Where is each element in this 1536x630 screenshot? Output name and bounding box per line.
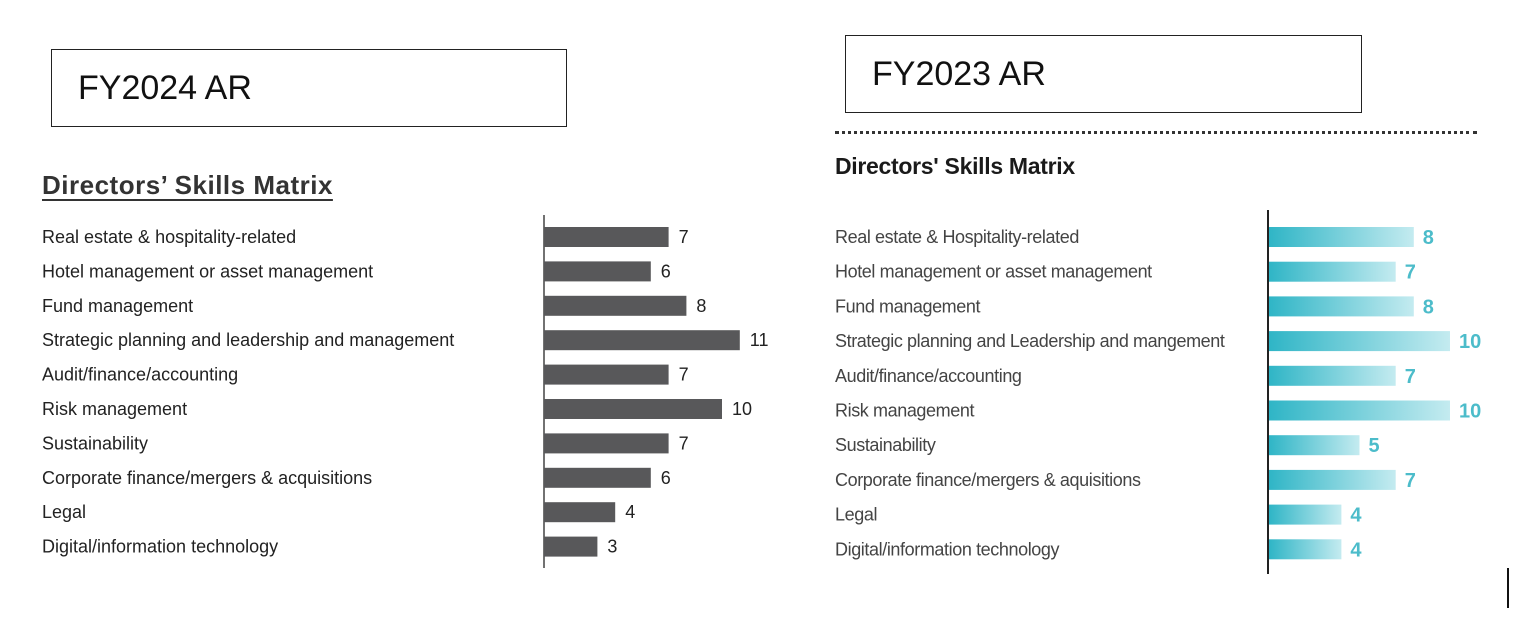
fy2024-bar	[544, 536, 598, 557]
fy2023-bar	[1269, 469, 1396, 490]
fy2023-bar	[1269, 331, 1450, 352]
fy2023-bar-chart: Real estate & Hospitality-related 8 Hotel …	[835, 210, 1481, 574]
fy2023-category-label: Hotel management or asset management	[835, 262, 1152, 282]
fy2024-bar	[544, 364, 669, 385]
fy2023-dotted-separator	[835, 131, 1477, 134]
fy2024-bar	[544, 433, 669, 454]
fy2024-value-label: 6	[661, 468, 671, 488]
fy2023-category-label: Sustainability	[835, 435, 936, 455]
fy2023-value-label: 7	[1405, 470, 1416, 492]
fy2023-value-label: 7	[1405, 262, 1416, 284]
fy2023-value-label: 5	[1369, 435, 1380, 457]
fy2024-label: FY2024 AR	[78, 68, 252, 107]
fy2023-bar	[1269, 400, 1450, 421]
fy2024-bar	[544, 261, 651, 282]
fy2024-category-label: Sustainability	[42, 433, 148, 453]
fy2023-bar	[1269, 539, 1342, 560]
fy2024-category-label: Risk management	[42, 399, 187, 419]
fy2024-bar	[544, 502, 616, 523]
fy2024-value-label: 7	[679, 227, 689, 247]
fy2023-category-label: Risk management	[835, 401, 974, 421]
fy2024-value-label: 8	[696, 296, 706, 316]
fy2024-bar	[544, 467, 651, 488]
fy2024-bar	[544, 227, 669, 247]
fy2024-value-label: 6	[661, 261, 671, 281]
fy2023-bar	[1269, 435, 1360, 456]
fy2023-label-box: FY2023 AR	[845, 35, 1362, 113]
fy2024-category-label: Fund management	[42, 296, 193, 316]
fy2024-label-box: FY2024 AR	[51, 49, 567, 127]
fy2023-category-label: Fund management	[835, 296, 980, 316]
fy2023-bar	[1269, 261, 1396, 282]
fy2024-category-label: Real estate & hospitality-related	[42, 227, 296, 247]
fy2024-category-label: Strategic planning and leadership and ma…	[42, 330, 454, 350]
fy2024-value-label: 11	[750, 330, 769, 350]
fy2023-value-label: 10	[1459, 401, 1481, 423]
fy2024-value-label: 4	[625, 502, 635, 522]
fy2024-value-label: 10	[732, 399, 752, 419]
fy2024-category-label: Audit/finance/accounting	[42, 365, 238, 385]
fy2023-value-label: 10	[1459, 331, 1481, 353]
fy2024-bar	[544, 330, 740, 351]
fy2023-chart-title: Directors' Skills Matrix	[835, 153, 1075, 179]
fy2023-label: FY2023 AR	[872, 54, 1046, 93]
fy2024-category-label: Digital/information technology	[42, 537, 278, 557]
fy2024-chart-title: Directors’ Skills Matrix	[42, 170, 333, 200]
fy2023-bar	[1269, 296, 1414, 317]
fy2024-value-label: 7	[679, 433, 689, 453]
fy2023-value-label: 8	[1423, 296, 1434, 318]
fy2023-bar	[1269, 365, 1396, 386]
fy2023-value-label: 8	[1423, 227, 1434, 249]
fy2023-category-label: Real estate & Hospitality-related	[835, 227, 1079, 247]
fy2023-value-label: 4	[1350, 539, 1362, 561]
fy2023-category-label: Digital/information technology	[835, 539, 1060, 559]
fy2023-category-label: Strategic planning and Leadership and ma…	[835, 331, 1225, 351]
fy2023-category-label: Corporate finance/mergers & aquisitions	[835, 470, 1141, 490]
text-cursor	[1507, 568, 1509, 608]
fy2024-category-label: Legal	[42, 502, 86, 522]
fy2024-value-label: 3	[607, 537, 617, 557]
fy2024-bar	[544, 295, 687, 316]
fy2024-bar-chart: Real estate & hospitality-related 7 Hotel …	[42, 215, 768, 568]
fy2023-category-label: Audit/finance/accounting	[835, 366, 1022, 386]
fy2023-category-label: Legal	[835, 505, 877, 525]
fy2023-bar	[1269, 227, 1414, 247]
fy2023-value-label: 7	[1405, 366, 1416, 388]
fy2024-category-label: Hotel management or asset management	[42, 261, 373, 281]
fy2024-value-label: 7	[679, 365, 689, 385]
fy2024-category-label: Corporate finance/mergers & acquisitions	[42, 468, 372, 488]
fy2023-bar	[1269, 504, 1342, 525]
fy2023-value-label: 4	[1350, 505, 1362, 527]
fy2024-bar	[544, 399, 722, 419]
